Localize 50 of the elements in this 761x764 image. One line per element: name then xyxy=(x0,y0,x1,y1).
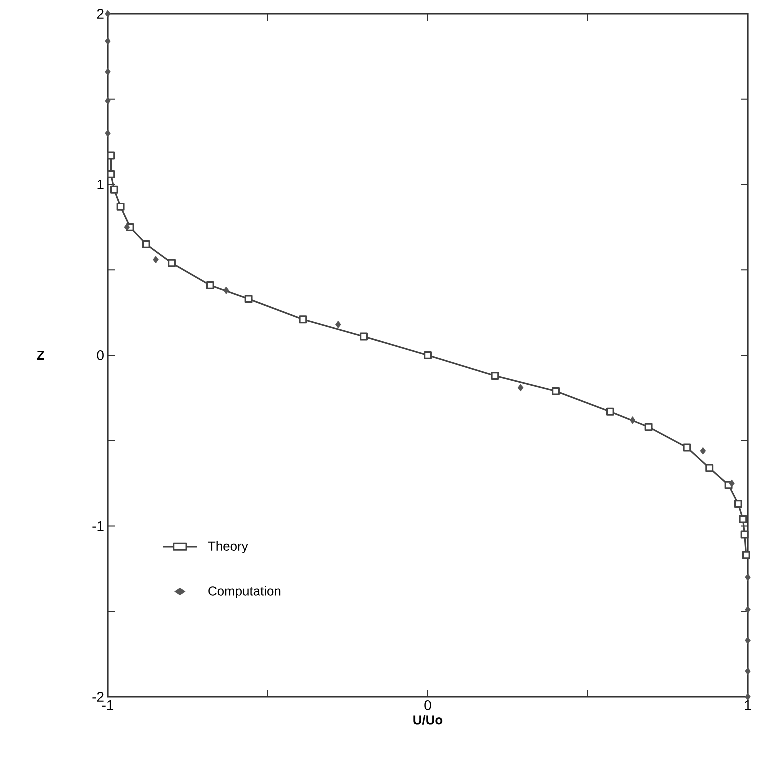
point xyxy=(745,636,751,644)
x-axis-title: U/Uo xyxy=(414,715,443,725)
legend-label: Computation xyxy=(208,586,281,598)
point xyxy=(142,240,150,248)
point xyxy=(740,530,749,539)
point xyxy=(424,352,432,360)
point xyxy=(107,152,116,160)
point xyxy=(518,384,524,392)
y-tick-label: 1 xyxy=(98,180,104,190)
x-tick-label: 0 xyxy=(424,700,432,710)
point xyxy=(491,372,500,380)
point xyxy=(739,515,748,524)
x-tick-label: 1 xyxy=(745,700,752,710)
point xyxy=(124,224,130,232)
y-tick-label: -1 xyxy=(92,521,104,532)
point xyxy=(745,574,751,582)
point xyxy=(745,606,751,614)
y-tick-label: 2 xyxy=(97,9,104,19)
point xyxy=(700,447,706,455)
point xyxy=(745,693,751,701)
point xyxy=(105,68,111,76)
point xyxy=(552,387,560,396)
point xyxy=(729,480,735,488)
point xyxy=(734,500,742,508)
point xyxy=(644,423,653,432)
point xyxy=(299,316,308,324)
point xyxy=(107,170,116,178)
legend-label: Theory xyxy=(208,541,248,554)
point xyxy=(153,256,159,264)
point xyxy=(244,295,253,304)
point xyxy=(745,668,751,676)
point xyxy=(706,464,714,472)
point xyxy=(116,202,125,211)
y-axis-title: Z xyxy=(37,351,44,360)
point xyxy=(336,320,342,329)
point xyxy=(683,444,692,452)
y-tick-label: 0 xyxy=(97,350,104,360)
point xyxy=(630,416,636,424)
point xyxy=(742,551,750,560)
point xyxy=(105,130,111,138)
point xyxy=(110,186,118,194)
point xyxy=(224,286,230,294)
point xyxy=(606,408,614,416)
point xyxy=(105,97,111,105)
y-tick-label: -2 xyxy=(92,692,104,702)
point xyxy=(105,38,111,46)
point xyxy=(206,282,214,290)
point xyxy=(360,332,368,341)
point xyxy=(168,259,176,268)
point xyxy=(105,10,111,18)
